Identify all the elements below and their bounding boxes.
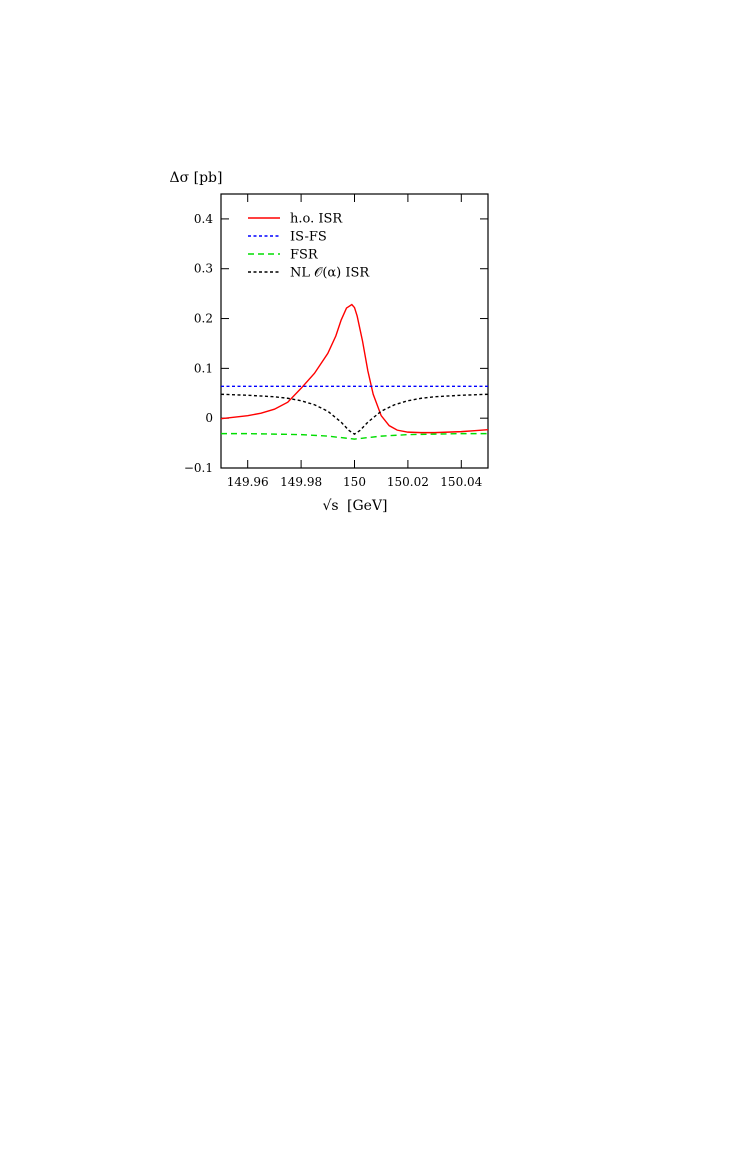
y-axis-label: Δσ [pb] (170, 170, 223, 186)
y-tick-label: −0.1 (184, 461, 213, 475)
y-tick-label: 0.3 (194, 262, 213, 276)
x-tick-label: 150 (343, 475, 366, 489)
legend-label-2: IS-FS (290, 230, 327, 245)
x-tick-label: 149.98 (280, 475, 322, 489)
series-line-3 (221, 432, 488, 440)
y-tick-label: 0 (205, 411, 213, 425)
y-tick-label: 0.2 (194, 312, 213, 326)
legend-label-1: h.o. ISR (290, 212, 343, 227)
x-axis-label: √s [GeV] (322, 498, 387, 514)
x-axis-label-unit: [GeV] (347, 498, 388, 514)
x-tick-label: 149.96 (227, 475, 269, 489)
plot-area: 149.96 149.98 150 150.02 150.04 −0.1 0 0.1 0.2 0.… (184, 193, 489, 489)
y-tick-label: 0.4 (194, 212, 213, 226)
y-tick-label: 0.1 (194, 361, 213, 375)
x-tick-label: 150.04 (440, 475, 482, 489)
legend-label-4: NL 𝒪(α) ISR (290, 266, 370, 281)
series-line-1 (221, 303, 488, 434)
series-line-4 (221, 393, 488, 435)
x-axis-label-quantity: √s (322, 498, 338, 514)
x-tick-label: 150.02 (387, 475, 429, 489)
plot-frame (220, 193, 489, 469)
legend-label-3: FSR (290, 248, 319, 263)
